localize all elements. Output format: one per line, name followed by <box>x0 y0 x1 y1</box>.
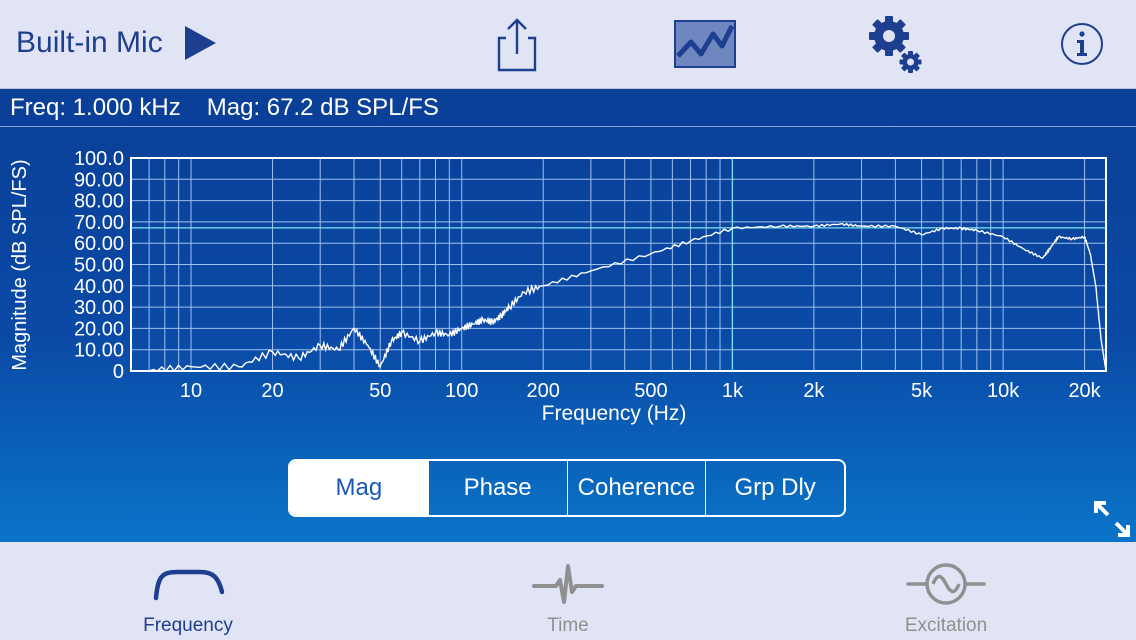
info-icon[interactable] <box>1060 22 1104 66</box>
tab-excitation[interactable]: Excitation <box>846 542 1046 640</box>
tab-excitation-label: Excitation <box>904 615 988 636</box>
share-icon[interactable] <box>494 16 540 72</box>
top-toolbar: Built-in Mic <box>0 0 1136 89</box>
tab-time[interactable]: Time <box>468 542 668 640</box>
x-tick-label: 2k <box>803 380 825 402</box>
y-tick-label: 10.00 <box>74 340 124 362</box>
magnitude-chart[interactable]: 100.090.0080.0070.0060.0050.0040.0030.00… <box>0 129 1136 439</box>
x-axis-label: Frequency (Hz) <box>542 402 687 425</box>
segment-phase[interactable]: Phase <box>427 461 567 515</box>
frequency-curve-icon <box>153 569 225 601</box>
play-icon[interactable] <box>184 26 216 60</box>
segment-coherence[interactable]: Coherence <box>566 461 706 515</box>
magnitude-curve <box>148 222 1107 373</box>
y-tick-label: 90.00 <box>74 169 124 191</box>
y-axis-label: Magnitude (dB SPL/FS) <box>9 159 31 370</box>
excitation-sine-icon <box>906 563 986 605</box>
input-device-label: Built-in Mic <box>16 26 163 59</box>
y-tick-label: 70.00 <box>74 212 124 234</box>
tab-frequency[interactable]: Frequency <box>88 542 288 640</box>
view-segmented-control: Mag Phase Coherence Grp Dly <box>288 459 846 517</box>
y-tick-labels: 100.090.0080.0070.0060.0050.0040.0030.00… <box>74 148 124 383</box>
x-tick-label: 10 <box>180 380 202 402</box>
x-tick-label: 100 <box>445 380 478 402</box>
settings-icon[interactable] <box>866 14 926 74</box>
chart-grid <box>131 158 1106 371</box>
x-tick-labels: 10 20 50 100 200 500 1k 2k 5k 10k 20k <box>180 380 1102 402</box>
plot-frame <box>130 157 1107 372</box>
impulse-icon <box>532 564 604 604</box>
segment-grp-dly[interactable]: Grp Dly <box>705 461 844 515</box>
segment-mag[interactable]: Mag <box>290 461 428 515</box>
y-tick-label: 40.00 <box>74 276 124 298</box>
bottom-tab-bar: Frequency Time Excitation <box>0 542 1136 640</box>
tab-time-label: Time <box>547 615 589 636</box>
y-tick-label: 20.00 <box>74 318 124 340</box>
tab-frequency-label: Frequency <box>143 615 233 636</box>
graph-icon[interactable] <box>674 20 736 68</box>
x-tick-label: 20 <box>261 380 283 402</box>
y-tick-label: 30.00 <box>74 297 124 319</box>
y-tick-label: 80.00 <box>74 191 124 213</box>
x-tick-label: 500 <box>634 380 667 402</box>
y-tick-label: 50.00 <box>74 255 124 277</box>
plot-panel: Freq: 1.000 kHz Mag: 67.2 dB SPL/FS 100.… <box>0 89 1136 542</box>
y-tick-label: 0 <box>113 361 124 383</box>
mag-readout: Mag: 67.2 dB SPL/FS <box>206 93 439 121</box>
cursor-readout: Freq: 1.000 kHz Mag: 67.2 dB SPL/FS <box>0 89 1136 127</box>
freq-readout: Freq: 1.000 kHz <box>10 93 181 121</box>
y-tick-label: 100.0 <box>74 148 124 170</box>
x-tick-label: 5k <box>911 380 933 402</box>
y-tick-label: 60.00 <box>74 233 124 255</box>
input-device-selector[interactable]: Built-in Mic <box>16 26 216 60</box>
x-tick-label: 200 <box>527 380 560 402</box>
expand-icon[interactable] <box>1092 499 1132 539</box>
x-tick-label: 10k <box>987 380 1020 402</box>
x-tick-label: 1k <box>722 380 744 402</box>
x-tick-label: 50 <box>369 380 391 402</box>
x-tick-label: 20k <box>1068 380 1101 402</box>
